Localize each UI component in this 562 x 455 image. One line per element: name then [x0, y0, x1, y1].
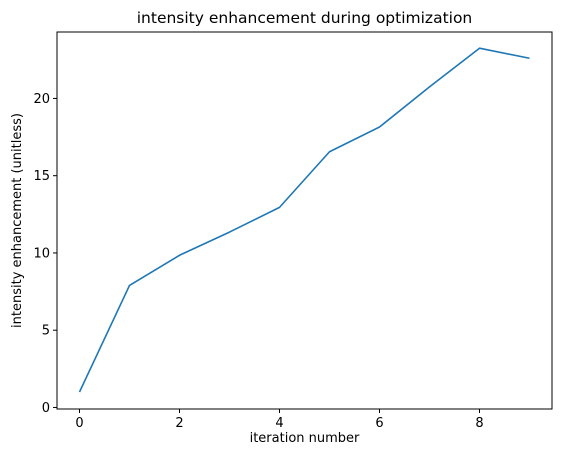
plot-frame: [56, 31, 553, 410]
y-axis-label: intensity enhancement (unitless): [10, 113, 25, 328]
series-line: [78, 47, 530, 393]
y-tick-label: 10: [33, 246, 50, 261]
x-axis: 0 2 4 6 8: [75, 409, 484, 431]
x-tick-label: 6: [375, 416, 383, 431]
y-tick-label: 5: [42, 324, 50, 339]
y-tick-label: 20: [33, 92, 50, 107]
x-tick-label: 8: [475, 416, 483, 431]
x-axis-label: iteration number: [250, 431, 360, 446]
x-tick-label: 4: [275, 416, 283, 431]
y-tick-label: 0: [42, 401, 50, 416]
plot-area: [57, 32, 552, 409]
y-axis: 0 5 10 15 20: [33, 92, 57, 416]
y-tick-label: 15: [33, 169, 50, 184]
chart-title: intensity enhancement during optimizatio…: [137, 9, 473, 27]
x-tick-label: 2: [175, 416, 183, 431]
x-tick-label: 0: [75, 416, 83, 431]
